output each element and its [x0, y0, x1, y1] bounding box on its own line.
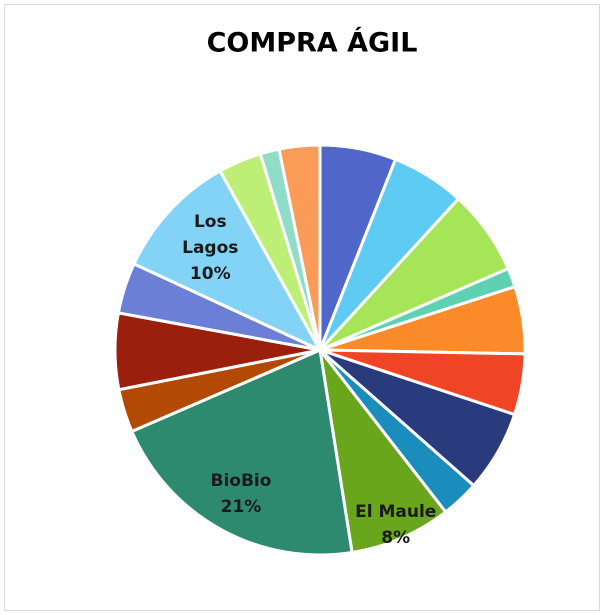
pie-slice: [130, 348, 354, 557]
chart-title: COMPRA ÁGIL: [207, 27, 418, 59]
pie-slice: [132, 169, 322, 352]
slice-value: 8%: [381, 527, 411, 548]
slice-value: 21%: [220, 496, 262, 517]
pie-slice: [318, 348, 448, 554]
slice-label: Los Lagos 10%: [182, 209, 238, 287]
slice-category: El Maule: [355, 501, 437, 522]
slice-label: BioBio 21%: [211, 468, 272, 520]
slice-value: 10%: [189, 264, 231, 285]
slice-category: BioBio: [210, 470, 272, 491]
slice-label: El Maule 8%: [355, 499, 436, 551]
pie-slice: [277, 143, 322, 352]
slice-category: Los Lagos: [182, 212, 239, 259]
